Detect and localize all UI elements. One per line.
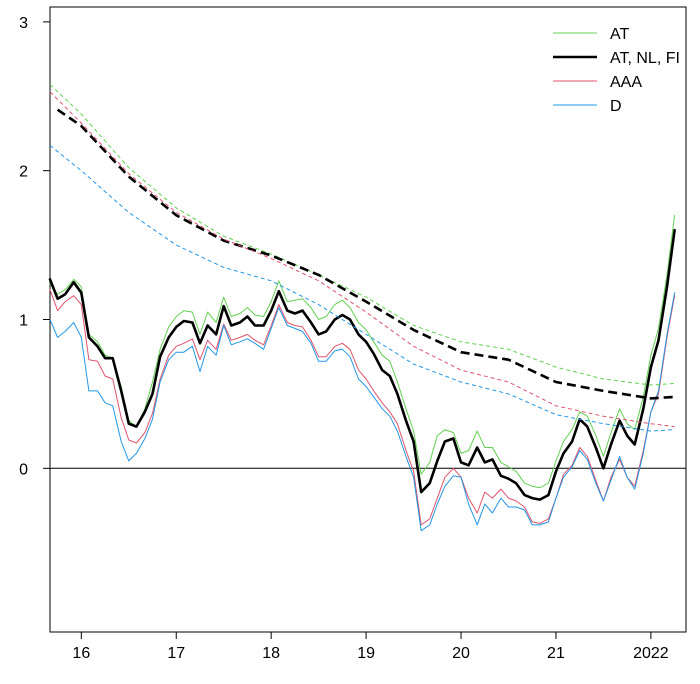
x-tick-label: 21 [547,645,565,662]
legend: AT AT, NL, FI AAA D [553,26,680,115]
series-line-6 [49,91,675,428]
series-line-5 [56,108,675,400]
series-layer [48,84,686,532]
series-line-1 [48,228,676,501]
series-line-0 [49,214,676,489]
x-tick-label: 19 [357,645,375,662]
x-tick-label: 17 [167,645,185,662]
x-tick-label: 2022 [633,645,669,662]
series-line-2 [49,289,676,526]
legend-label: AT, NL, FI [610,50,680,67]
series-line-3 [49,292,676,532]
legend-label: AT [610,26,629,43]
y-tick-label: 3 [19,15,28,32]
x-tick-label: 16 [72,645,90,662]
legend-label: D [610,98,622,115]
y-tick-label: 1 [19,313,28,330]
series-line-4 [49,84,675,386]
plot-frame [49,6,687,633]
y-tick-label: 2 [19,164,28,181]
x-tick-label: 18 [262,645,280,662]
axis-layer: 16 17 18 19 20 21 2022 0 1 2 3 [19,15,669,662]
y-tick-label: 0 [19,461,28,478]
legend-label: AAA [610,74,642,91]
x-tick-label: 20 [452,645,470,662]
series-line-7 [49,145,675,432]
